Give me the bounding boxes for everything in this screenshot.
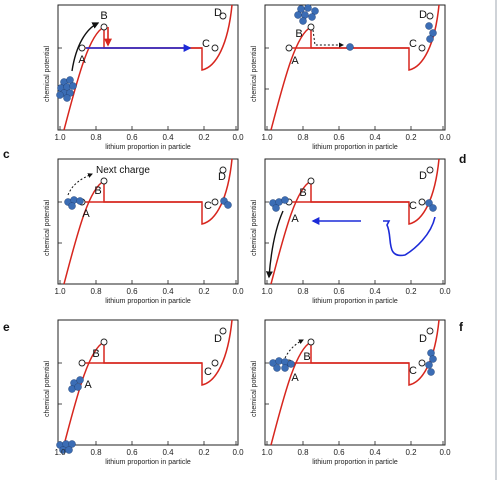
y-axis-label: chemical potential (44, 46, 51, 102)
x-tick: 0.6 (126, 448, 138, 457)
x-tick: 0.4 (369, 448, 381, 457)
point-label-b: B (94, 185, 101, 197)
panel-a: A B C D (56, 4, 239, 131)
x-tick: 0.8 (90, 287, 102, 296)
x-tick: 0.8 (90, 448, 102, 457)
x-tick: 0.6 (333, 287, 345, 296)
x-axis-label: lithium proportion in particle (312, 459, 398, 466)
particle-cluster (269, 196, 437, 212)
x-tick: 1.0 (54, 133, 66, 142)
x-axis-label: lithium proportion in particle (105, 298, 191, 305)
point-label-a: A (291, 372, 299, 384)
point-label-d: D (214, 7, 222, 19)
panel-letter-d: d (459, 152, 466, 166)
particle-cluster (56, 76, 77, 102)
point-label-d: D (214, 333, 222, 345)
x-tick: 0.6 (333, 448, 345, 457)
x-tick: 1.0 (54, 448, 66, 457)
blue-arrow-left (383, 216, 436, 257)
x-tick: 0.2 (198, 448, 210, 457)
point-label-d: D (419, 333, 427, 345)
x-tick: 0.6 (126, 133, 138, 142)
point-label-c: C (202, 38, 210, 50)
panel-c: A B C D Next charge (57, 158, 239, 285)
point-label-c: C (204, 366, 212, 378)
dashed-arrow-b (312, 29, 344, 48)
x-tick: 0.4 (369, 133, 381, 142)
x-axis-label: lithium proportion in particle (312, 298, 398, 305)
particle-cluster (269, 349, 437, 376)
x-tick: 0.6 (126, 287, 138, 296)
x-tick: 0.8 (297, 287, 309, 296)
panel-letter-c: c (3, 147, 10, 161)
x-tick: 0.8 (297, 448, 309, 457)
x-axis-label: lithium proportion in particle (105, 144, 191, 151)
particle-cluster (56, 376, 84, 454)
point-label-d: D (419, 170, 427, 182)
y-axis-label: chemical potential (44, 200, 51, 256)
point-label-b: B (92, 348, 99, 360)
point-label-d: D (419, 9, 427, 21)
x-tick: 0.4 (162, 133, 174, 142)
point-label-a: A (84, 379, 92, 391)
point-label-c: C (409, 38, 417, 50)
x-tick: 1.0 (261, 133, 273, 142)
x-tick: 0.4 (162, 448, 174, 457)
y-axis-label: chemical potential (251, 361, 258, 417)
y-axis-label: chemical potential (44, 361, 51, 417)
x-tick: 0.8 (90, 133, 102, 142)
x-tick: 0.0 (439, 287, 451, 296)
x-tick: 0.8 (297, 133, 309, 142)
point-label-b: B (295, 28, 302, 40)
point-label-b: B (100, 10, 107, 22)
x-tick: 0.4 (162, 287, 174, 296)
panel-b: A B C D (264, 4, 446, 131)
x-tick: 0.0 (232, 133, 244, 142)
x-axis-label: lithium proportion in particle (312, 144, 398, 151)
x-tick: 1.0 (261, 287, 273, 296)
dashed-arrow-next-charge (67, 173, 93, 196)
x-tick: 0.0 (439, 133, 451, 142)
panel-f: A B C D (264, 319, 446, 446)
panel-d: A B C D (264, 158, 446, 285)
x-tick: 0.0 (232, 448, 244, 457)
panel-e: A B C D (56, 319, 239, 454)
x-tick: 0.0 (439, 448, 451, 457)
point-label-a: A (291, 213, 299, 225)
point-label-a: A (82, 208, 90, 220)
point-label-b: B (299, 187, 306, 199)
x-tick: 0.2 (405, 448, 417, 457)
next-charge-label: Next charge (96, 165, 150, 176)
point-label-c: C (409, 365, 417, 377)
dashed-arrow-f (284, 339, 304, 359)
x-tick: 1.0 (261, 448, 273, 457)
point-label-c: C (409, 200, 417, 212)
x-axis-label: lithium proportion in particle (105, 459, 191, 466)
x-tick: 1.0 (54, 287, 66, 296)
point-label-d: D (218, 171, 226, 183)
black-arrow-down (265, 210, 284, 279)
point-label-a: A (291, 55, 299, 67)
y-axis-label: chemical potential (251, 200, 258, 256)
point-label-b: B (303, 351, 310, 363)
x-tick: 0.2 (198, 287, 210, 296)
panel-letter-e: e (3, 320, 10, 334)
x-tick: 0.2 (405, 287, 417, 296)
particle-cluster (64, 196, 232, 210)
x-tick: 0.0 (232, 287, 244, 296)
point-label-c: C (204, 200, 212, 212)
x-tick: 0.6 (333, 133, 345, 142)
x-tick: 0.4 (369, 287, 381, 296)
x-tick: 0.2 (198, 133, 210, 142)
particle-cluster (294, 4, 437, 51)
y-axis-label: chemical potential (251, 46, 258, 102)
x-tick: 0.2 (405, 133, 417, 142)
panel-letter-f: f (459, 320, 464, 334)
point-label-a: A (78, 54, 86, 66)
black-arrow-a-to-b (71, 22, 100, 72)
